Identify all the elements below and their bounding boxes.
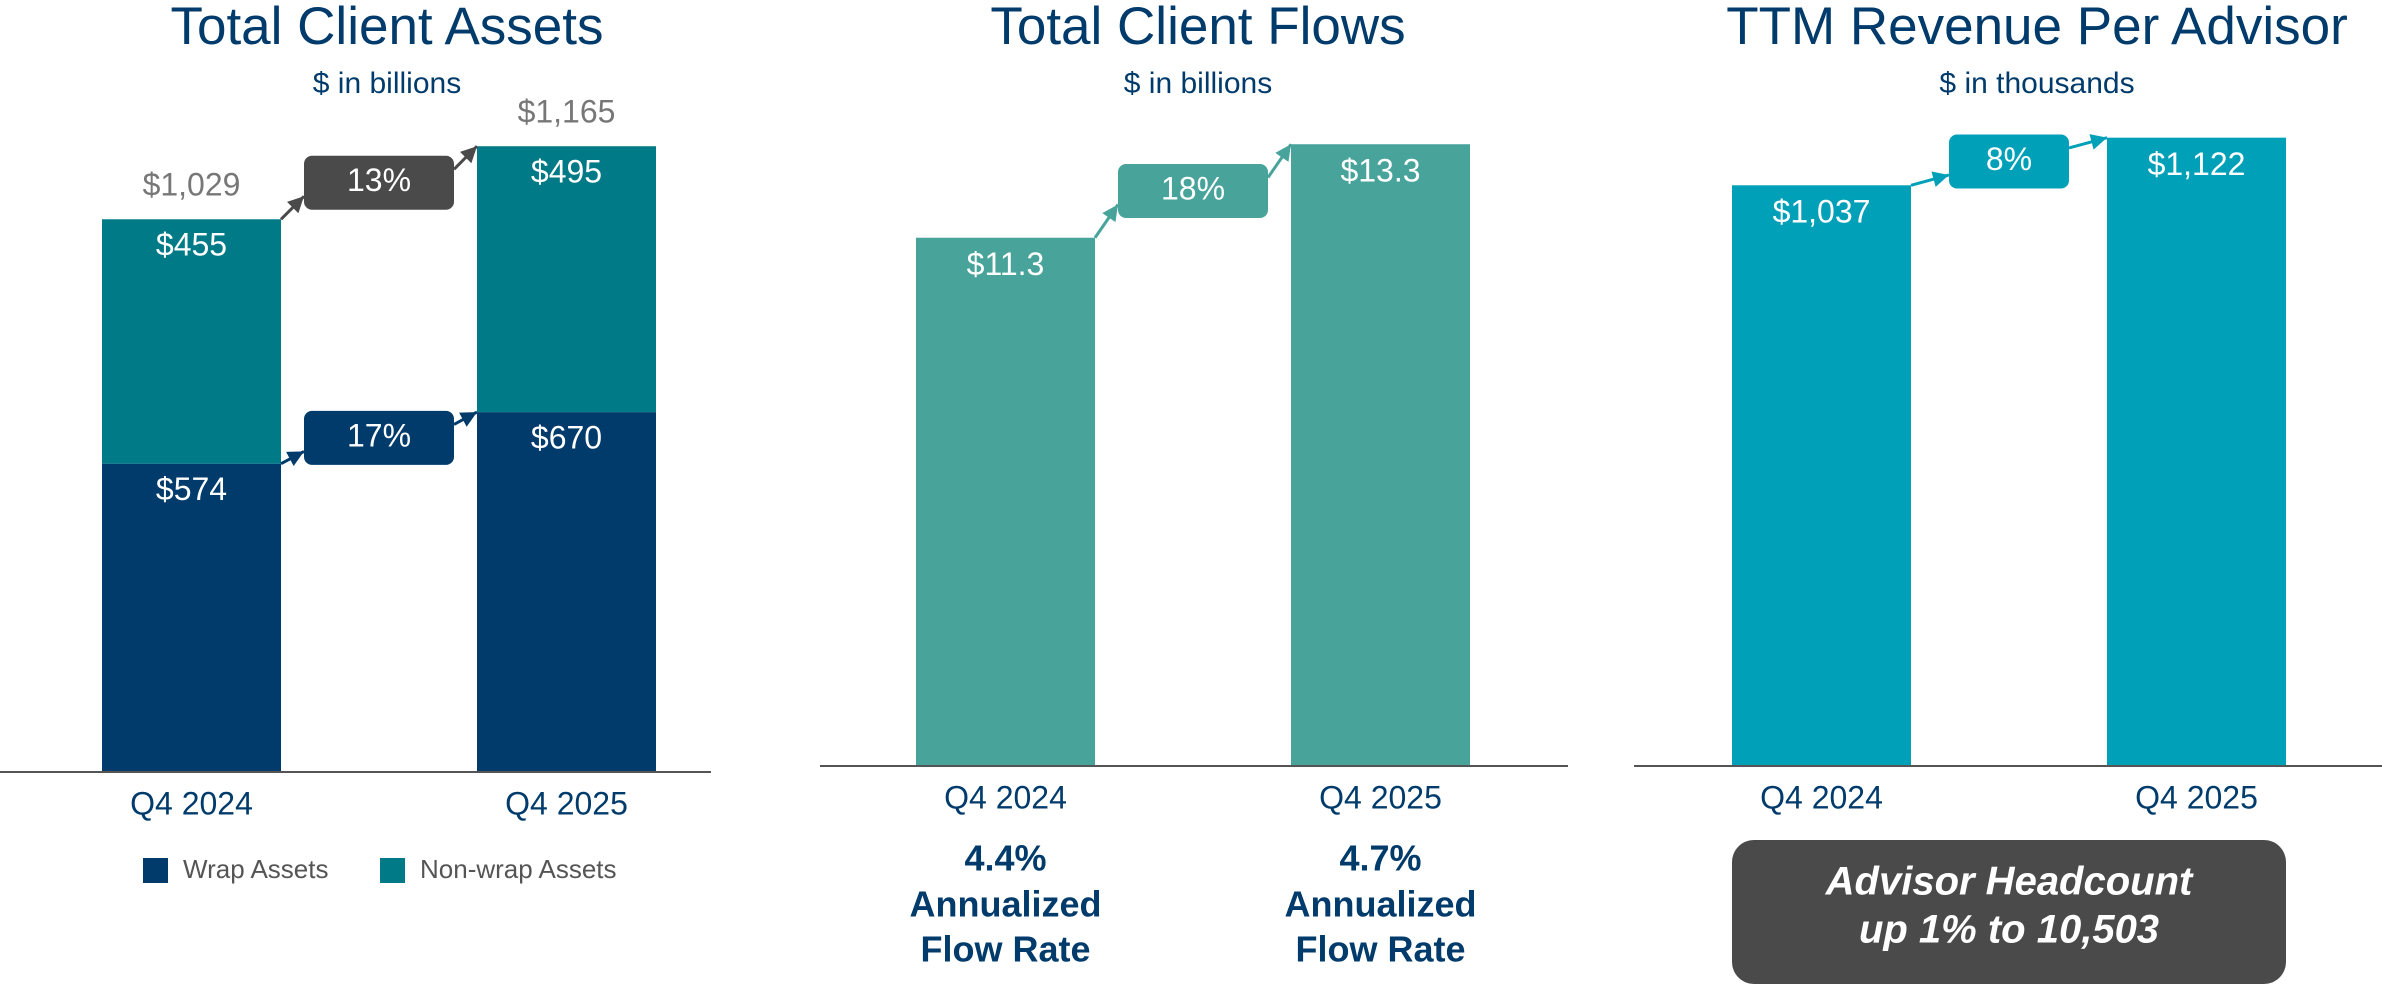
value-label: $1,122 bbox=[2148, 146, 2246, 182]
arrow-head bbox=[1931, 171, 1949, 187]
flow-rate-caption: Flow Rate bbox=[920, 929, 1090, 970]
flow-rate-caption: Annualized bbox=[909, 884, 1101, 925]
legend-label: Non-wrap Assets bbox=[420, 854, 617, 884]
bar-segment bbox=[102, 219, 281, 464]
arrow-head bbox=[460, 146, 477, 164]
x-tick-label: Q4 2025 bbox=[2135, 779, 2258, 815]
legend-swatch bbox=[143, 858, 168, 883]
value-label: $574 bbox=[156, 471, 227, 507]
bar bbox=[1291, 144, 1470, 767]
growth-label: 17% bbox=[347, 417, 411, 453]
arrow-head bbox=[1275, 144, 1291, 162]
value-label: $1,037 bbox=[1773, 194, 1871, 230]
x-tick-label: Q4 2024 bbox=[944, 779, 1067, 815]
callout-box bbox=[1732, 840, 2286, 984]
bar bbox=[1732, 185, 1911, 766]
bar bbox=[916, 237, 1095, 767]
legend-swatch bbox=[380, 858, 405, 883]
x-tick-label: Q4 2025 bbox=[1319, 779, 1442, 815]
chart-subtitle: $ in billions bbox=[1124, 67, 1272, 100]
growth-box bbox=[1118, 163, 1268, 218]
arrow-head bbox=[2089, 134, 2107, 150]
growth-label: 13% bbox=[347, 162, 411, 198]
flow-rate-caption: Annualized bbox=[1284, 884, 1476, 925]
growth-box bbox=[304, 155, 454, 210]
callout-text: up 1% to 10,503 bbox=[1859, 908, 2159, 952]
value-label: $670 bbox=[531, 420, 602, 456]
total-label: $1,165 bbox=[518, 94, 616, 130]
chart-subtitle: $ in billions bbox=[313, 67, 461, 100]
chart-title: Total Client Flows bbox=[990, 0, 1405, 56]
value-label: $495 bbox=[531, 154, 602, 190]
x-tick-label: Q4 2025 bbox=[505, 785, 628, 821]
chart-subtitle: $ in thousands bbox=[1939, 67, 2134, 100]
growth-label: 18% bbox=[1161, 170, 1225, 206]
x-tick-label: Q4 2024 bbox=[1760, 779, 1883, 815]
growth-label: 8% bbox=[1986, 141, 2032, 177]
legend-label: Wrap Assets bbox=[183, 854, 328, 884]
arrow-head bbox=[286, 451, 304, 466]
arrow-head bbox=[1102, 204, 1118, 223]
callout-text: Advisor Headcount bbox=[1825, 860, 2194, 904]
bar bbox=[2107, 137, 2286, 766]
bar-segment bbox=[477, 146, 656, 413]
bar-segment bbox=[102, 463, 281, 772]
arrow-head bbox=[287, 196, 304, 214]
growth-box bbox=[1949, 134, 2069, 189]
flow-rate-caption: Flow Rate bbox=[1295, 929, 1465, 970]
growth-box bbox=[304, 410, 454, 465]
value-label: $455 bbox=[156, 227, 227, 263]
chart-title: Total Client Assets bbox=[170, 0, 603, 56]
flow-rate: 4.4% bbox=[964, 838, 1046, 879]
flow-rate: 4.7% bbox=[1339, 838, 1421, 879]
x-tick-label: Q4 2024 bbox=[130, 785, 253, 821]
bar-segment bbox=[477, 412, 656, 772]
arrow-head bbox=[459, 412, 477, 427]
value-label: $13.3 bbox=[1340, 153, 1420, 189]
chart-title: TTM Revenue Per Advisor bbox=[1726, 0, 2348, 56]
value-label: $11.3 bbox=[967, 246, 1045, 282]
total-label: $1,029 bbox=[143, 167, 241, 203]
